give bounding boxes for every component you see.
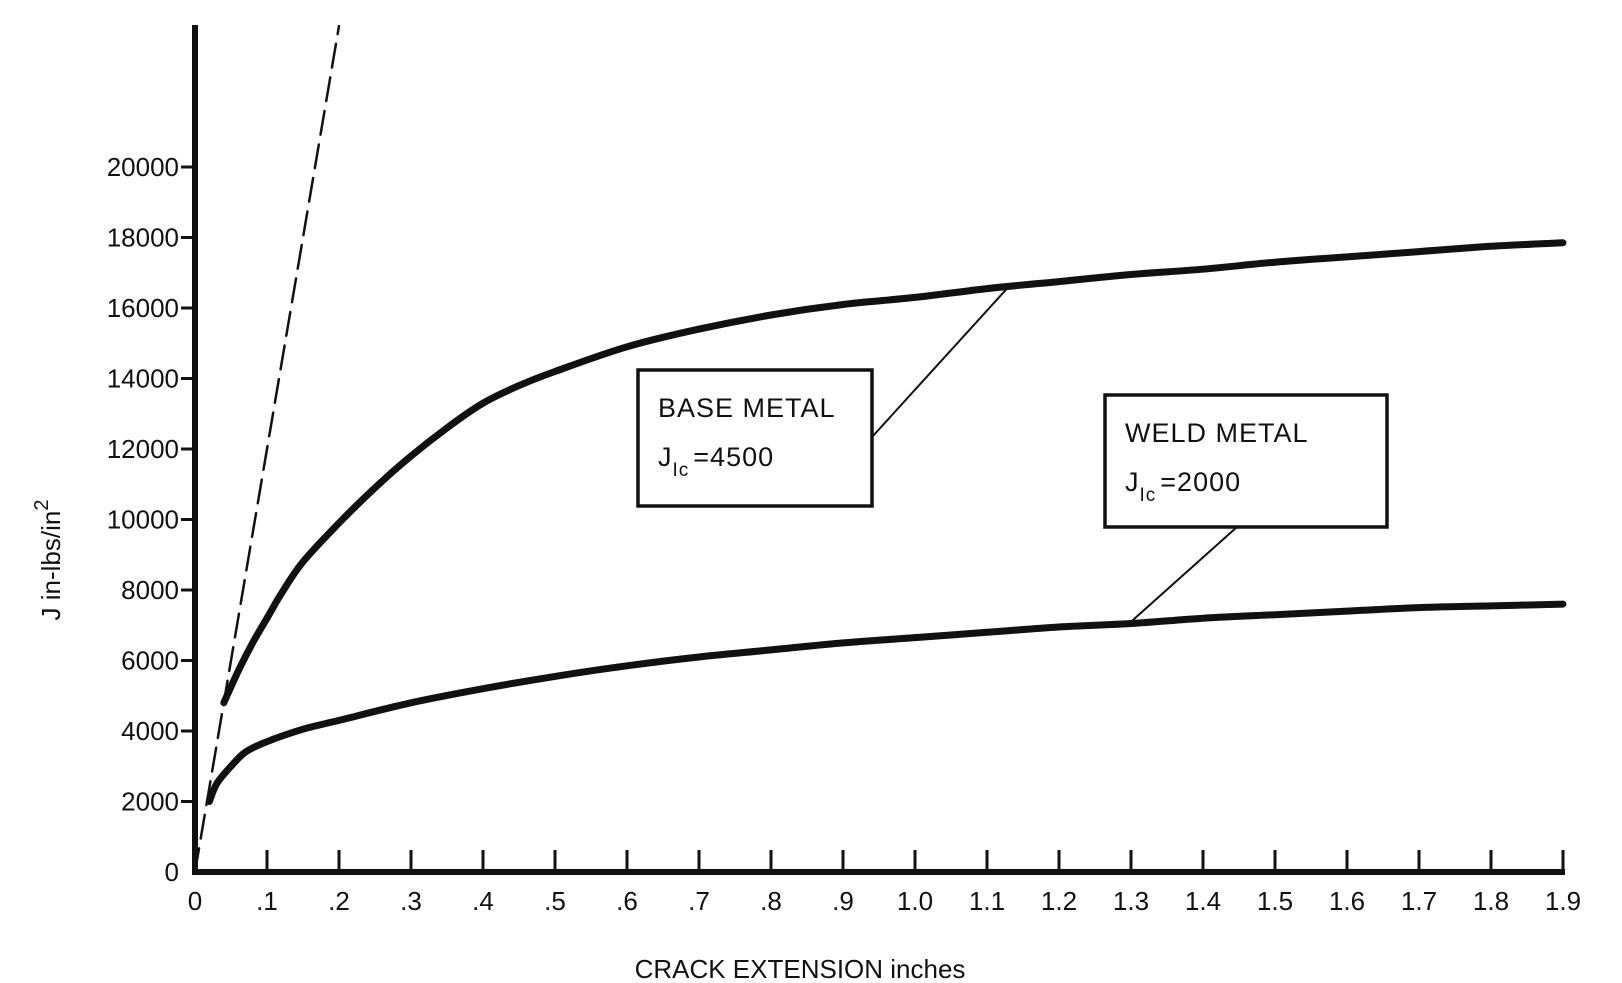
y-tick-label: 6000 (121, 646, 179, 676)
x-tick-label: 1.5 (1257, 886, 1293, 916)
annotation-base-metal: BASE METAL JIc =4500 (636, 286, 1010, 508)
annotation-j-number: =2000 (1160, 467, 1241, 497)
series-line-blunting-line (195, 25, 341, 872)
annotation-jic-value: JIc =2000 (1125, 467, 1241, 506)
x-tick-label: 1.4 (1185, 886, 1221, 916)
y-axis-ticks: 0 2000 4000 6000 8000 10000 12000 14000 16000 180… (107, 152, 195, 887)
svg-text:J in-lbs/in2: J in-lbs/in2 (31, 500, 66, 621)
annotation-j-subscript: Ic (1140, 485, 1157, 506)
x-tick-label: .9 (832, 886, 854, 916)
series-group (195, 25, 1567, 872)
x-tick-label: .8 (760, 886, 782, 916)
series-line-weld-metal (205, 600, 1567, 805)
annotation-leader-line (871, 286, 1010, 438)
x-axis-title: CRACK EXTENSION inches (635, 954, 966, 983)
x-tick-label: .1 (256, 886, 278, 916)
annotation-jic-value: JIc =4500 (658, 442, 774, 481)
y-axis-title-superscript: 2 (31, 500, 53, 511)
annotation-j-symbol: J (658, 442, 673, 472)
y-tick-label: 4000 (121, 716, 179, 746)
y-tick-label: 10000 (107, 505, 179, 535)
y-tick-label: 18000 (107, 223, 179, 253)
y-axis-title-main: J in-lbs/in (36, 511, 66, 621)
x-tick-label: 1.6 (1329, 886, 1365, 916)
x-axis-ticks: 0 .1 .2 .3 .4 .5 .6 .7 .8 .9 1.0 1.1 1.2 1.3 1.4 1.5 1.6… (188, 850, 1581, 916)
series-line-base-metal (220, 239, 1567, 707)
x-tick-label: 1.1 (969, 886, 1005, 916)
x-tick-label: .7 (688, 886, 710, 916)
annotation-box (636, 368, 874, 508)
y-tick-label: 2000 (121, 787, 179, 817)
x-tick-label: .4 (472, 886, 494, 916)
x-tick-label: 1.2 (1041, 886, 1077, 916)
y-tick-label: 8000 (121, 575, 179, 605)
x-tick-label: .2 (328, 886, 350, 916)
x-tick-label: .6 (616, 886, 638, 916)
x-tick-label: 0 (188, 886, 202, 916)
x-tick-label: 1.8 (1473, 886, 1509, 916)
y-tick-label: 12000 (107, 434, 179, 464)
annotation-box (1103, 393, 1389, 529)
x-tick-label: 1.7 (1401, 886, 1437, 916)
annotation-j-symbol: J (1125, 467, 1140, 497)
y-tick-label: 0 (165, 857, 179, 887)
y-axis-title: J in-lbs/in2 (31, 500, 66, 621)
x-tick-label: .3 (400, 886, 422, 916)
annotation-leader-line (1130, 526, 1238, 623)
annotation-title: WELD METAL (1125, 418, 1309, 448)
y-tick-label: 16000 (107, 293, 179, 323)
y-tick-label: 20000 (107, 152, 179, 182)
x-tick-label: 1.9 (1545, 886, 1581, 916)
x-tick-label: .5 (544, 886, 566, 916)
annotation-title: BASE METAL (658, 393, 836, 423)
annotation-j-subscript: Ic (673, 460, 690, 481)
annotation-j-number: =4500 (693, 442, 774, 472)
x-tick-label: 1.0 (897, 886, 933, 916)
annotation-weld-metal: WELD METAL JIc =2000 (1103, 393, 1389, 623)
x-tick-label: 1.3 (1113, 886, 1149, 916)
y-tick-label: 14000 (107, 364, 179, 394)
